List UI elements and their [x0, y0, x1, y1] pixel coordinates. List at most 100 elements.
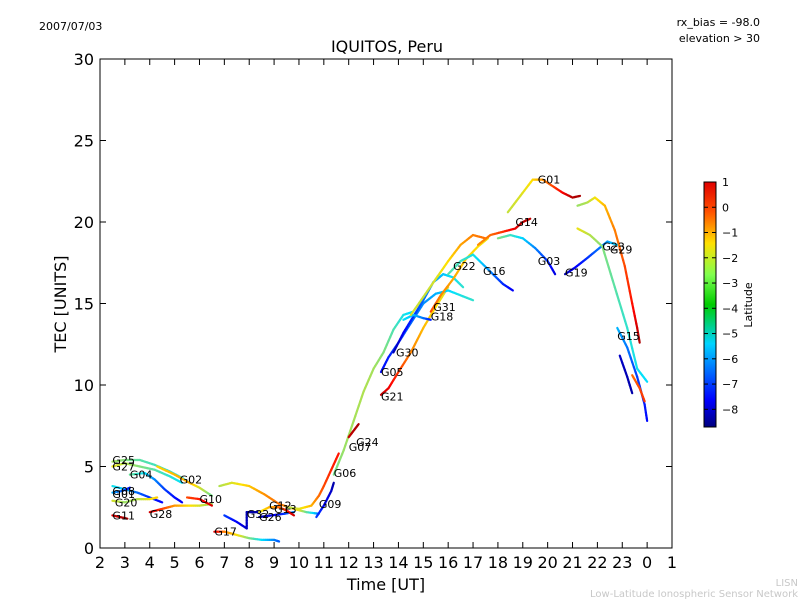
x-tick-label: 18 — [488, 553, 508, 572]
colorbar-label: Latitude — [742, 282, 755, 328]
x-tick-label: 20 — [537, 553, 557, 572]
colorbar-tick-label: 1 — [722, 176, 729, 189]
series-segment — [159, 500, 164, 504]
x-tick-label: 2 — [95, 553, 105, 572]
series-segment — [527, 217, 532, 221]
satellite-label: G19 — [565, 267, 588, 280]
series-segment — [631, 347, 635, 357]
y-axis-label: TEC [UNITS] — [51, 256, 70, 354]
series-g14 — [476, 217, 532, 246]
series-g27 — [111, 462, 184, 484]
x-tick-label: 13 — [363, 553, 383, 572]
satellite-label: G17 — [214, 526, 237, 539]
x-tick-label: 5 — [170, 553, 180, 572]
x-tick-label: 6 — [194, 553, 204, 572]
satellite-label: G25 — [112, 454, 135, 467]
x-tick-label: 11 — [314, 553, 334, 572]
date-label: 2007/07/03 — [39, 20, 102, 33]
x-axis-label: Time [UT] — [346, 575, 425, 594]
satellite-label: G24 — [356, 436, 379, 449]
series-segment — [621, 313, 627, 323]
x-tick-label: 14 — [388, 553, 408, 572]
satellite-label: G01 — [112, 488, 135, 501]
series-segment — [626, 326, 630, 336]
x-tick-label: 22 — [587, 553, 607, 572]
satellite-label: G05 — [381, 366, 404, 379]
series-g03 — [496, 233, 557, 276]
x-tick-label: 9 — [269, 553, 279, 572]
satellite-label: G28 — [150, 508, 173, 521]
series-layer — [111, 178, 649, 543]
satellite-label: G06 — [334, 467, 357, 480]
x-tick-label: 7 — [219, 553, 229, 572]
colorbar-tick-label: −4 — [722, 302, 738, 315]
series-g20 — [111, 496, 159, 504]
y-tick-label: 25 — [74, 132, 94, 151]
watermark-lisn: LISN — [776, 578, 798, 589]
series-segment — [291, 513, 296, 517]
series-segment — [615, 292, 621, 302]
satellite-label: G26 — [259, 511, 282, 524]
series-g15 — [616, 326, 649, 422]
series-g24 — [347, 423, 360, 439]
satellite-label: G02 — [180, 474, 203, 487]
y-tick-label: 0 — [84, 539, 94, 558]
colorbar-tick-label: −7 — [722, 378, 738, 391]
series-segment — [127, 486, 131, 490]
y-axis: 0 5 10 15 20 25 30 — [74, 50, 672, 558]
chart-title: IQUITOS, Peru — [331, 37, 443, 56]
x-tick-label: 10 — [289, 553, 309, 572]
satellite-label: G09 — [319, 498, 342, 511]
colorbar-tick-label: 0 — [722, 201, 729, 214]
series-g29 — [576, 227, 649, 383]
series-segment — [617, 299, 623, 309]
series-segment — [208, 493, 214, 497]
series-segment — [627, 333, 632, 343]
series-g18 — [402, 313, 432, 321]
series-segment — [601, 245, 606, 255]
series-segment — [460, 284, 465, 289]
x-tick-label: 23 — [612, 553, 632, 572]
colorbar-tick-label: −2 — [722, 252, 738, 265]
series-g04 — [128, 471, 184, 504]
series-g11 — [111, 514, 129, 520]
series-segment — [603, 252, 608, 262]
satellite-label: G04 — [130, 469, 153, 482]
satellite-label: G07 — [349, 441, 372, 454]
series-segment — [179, 500, 184, 504]
x-tick-label: 17 — [463, 553, 483, 572]
satellite-label: G21 — [381, 390, 404, 403]
x-tick-label: 19 — [513, 553, 533, 572]
satellite-label: G27 — [112, 461, 135, 474]
satellite-label: G22 — [453, 260, 476, 273]
series-g22 — [409, 233, 487, 317]
series-segment — [632, 354, 637, 364]
series-segment — [356, 423, 360, 427]
x-tick-label: 3 — [120, 553, 130, 572]
series-segment — [613, 286, 618, 296]
series-segment — [178, 480, 184, 484]
series-segment — [336, 452, 340, 458]
series-segment — [629, 340, 634, 350]
series-segment — [605, 258, 610, 268]
series-g23 — [576, 196, 641, 344]
series-segment — [552, 270, 557, 276]
series-segment — [624, 320, 629, 330]
satellite-label: G03 — [538, 255, 561, 268]
series-segment — [619, 306, 625, 316]
x-axis: 2 3 4 5 6 7 8 9 10 11 12 13 14 15 16 17 18 19 20 21 22 23 0 1 — [95, 59, 677, 572]
satellite-label: G18 — [431, 311, 454, 324]
colorbar-tick-label: −8 — [722, 403, 738, 416]
x-tick-label: 0 — [642, 553, 652, 572]
x-tick-label: 15 — [413, 553, 433, 572]
satellite-label: G13 — [274, 503, 297, 516]
series-g12 — [258, 506, 296, 517]
satellite-label: G01 — [538, 174, 561, 187]
colorbar-tick-label: −1 — [722, 227, 738, 240]
colorbar-tick-label: −6 — [722, 353, 738, 366]
satellite-label: G10 — [199, 493, 222, 506]
series-g01 — [111, 486, 131, 494]
rx-bias-label: rx_bias = -98.0 — [677, 16, 760, 29]
